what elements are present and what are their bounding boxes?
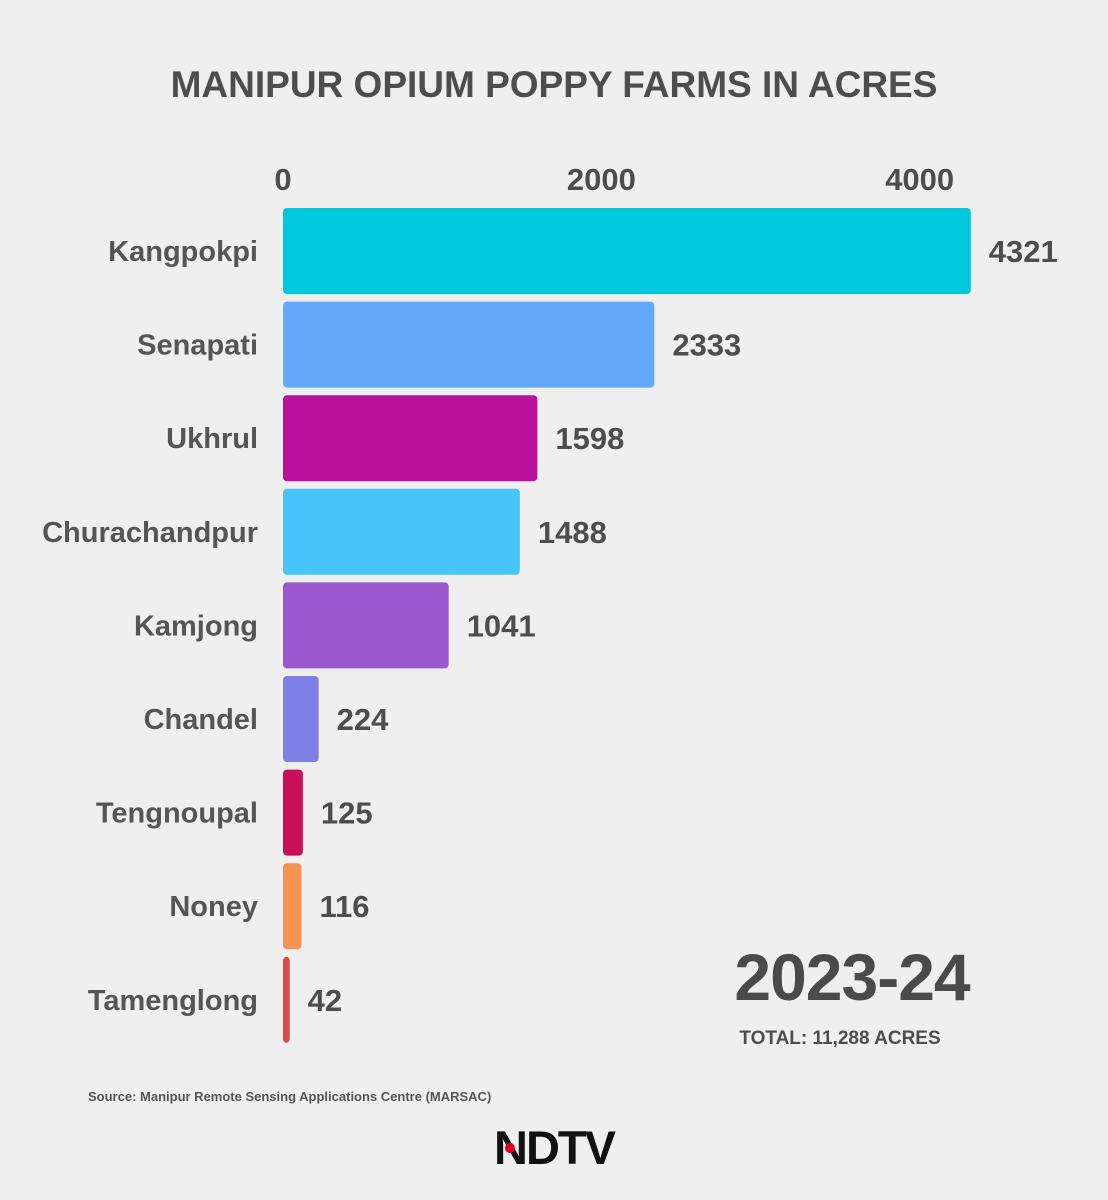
- value-label: 1488: [538, 515, 607, 550]
- category-label: Noney: [169, 891, 258, 923]
- category-label: Chandel: [144, 704, 258, 736]
- x-tick-label: 2000: [567, 162, 636, 197]
- x-tick-label: 4000: [885, 162, 954, 197]
- value-label: 125: [321, 796, 373, 831]
- x-tick-label: 0: [274, 162, 291, 197]
- source-note: Source: Manipur Remote Sensing Applicati…: [88, 1089, 492, 1104]
- bar-chart: MANIPUR OPIUM POPPY FARMS IN ACRES 0 2000…: [42, 64, 1058, 1043]
- category-label: Tamenglong: [88, 985, 258, 1017]
- category-label: Senapati: [137, 330, 258, 362]
- bar: [283, 582, 449, 669]
- category-label: Kamjong: [134, 610, 258, 642]
- x-axis-ticks: 0 2000 4000: [274, 162, 954, 197]
- category-label: Kangpokpi: [108, 236, 258, 268]
- bar: [283, 208, 971, 294]
- bar: [283, 769, 303, 856]
- value-labels: 4321 2333 1598 1488 1041 224 125 116 42: [308, 234, 1058, 1018]
- logo-red-dot: [505, 1143, 515, 1153]
- bar: [283, 488, 520, 575]
- category-label: Churachandpur: [42, 517, 258, 549]
- ndtv-logo: NDTV: [494, 1124, 619, 1170]
- bars: [283, 208, 971, 1043]
- category-labels: Kangpokpi Senapati Ukhrul Churachandpur Kamj…: [42, 236, 258, 1017]
- value-label: 224: [337, 702, 389, 737]
- category-label: Tengnoupal: [96, 798, 258, 830]
- period-label: 2023-24: [734, 940, 970, 1014]
- value-label: 4321: [989, 234, 1058, 269]
- bar: [283, 301, 655, 388]
- value-label: 1041: [467, 608, 536, 643]
- total-label: TOTAL: 11,288 ACRES: [739, 1028, 941, 1049]
- chart-title: MANIPUR OPIUM POPPY FARMS IN ACRES: [171, 64, 938, 105]
- value-label: 42: [308, 983, 342, 1018]
- value-label: 1598: [555, 421, 624, 456]
- bar: [283, 863, 302, 950]
- bar: [283, 395, 538, 482]
- bar: [283, 956, 290, 1043]
- category-label: Ukhrul: [166, 423, 258, 455]
- value-label: 2333: [672, 328, 741, 363]
- bar: [283, 676, 319, 762]
- value-label: 116: [319, 889, 369, 924]
